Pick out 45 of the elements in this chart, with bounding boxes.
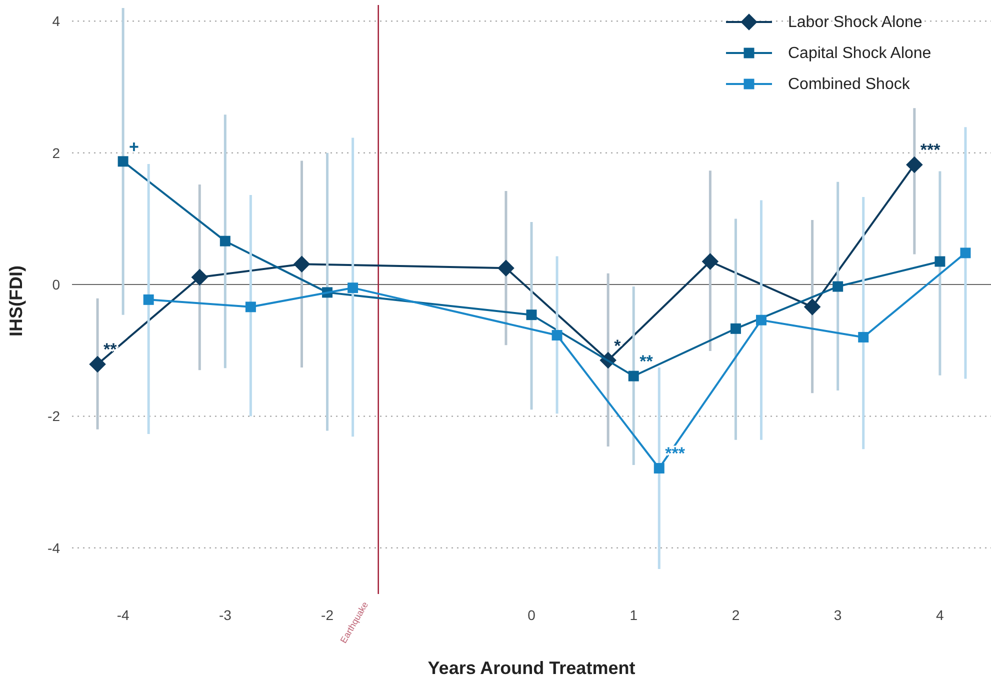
point bbox=[702, 253, 719, 270]
y-axis-title: IHS(FDI) bbox=[6, 266, 26, 336]
legend-label: Capital Shock Alone bbox=[788, 45, 932, 62]
point bbox=[934, 256, 946, 267]
annotation: + bbox=[129, 137, 140, 156]
point bbox=[960, 248, 971, 258]
point bbox=[906, 156, 923, 174]
x-tick-label: -2 bbox=[321, 607, 334, 623]
legend-label: Labor Shock Alone bbox=[788, 14, 922, 31]
annotation: ** bbox=[640, 352, 654, 372]
point bbox=[498, 260, 514, 276]
x-tick-label: 4 bbox=[936, 607, 944, 623]
legend-label: Combined Shock bbox=[788, 76, 911, 93]
point bbox=[832, 281, 844, 292]
annotation: * bbox=[614, 336, 622, 356]
annotation: ** bbox=[104, 340, 118, 360]
y-tick-label: -2 bbox=[48, 408, 60, 424]
point bbox=[756, 314, 766, 326]
y-tick-label: -4 bbox=[48, 540, 60, 556]
y-tick-label: 0 bbox=[52, 276, 60, 293]
point bbox=[654, 462, 664, 474]
point bbox=[730, 323, 741, 334]
point bbox=[526, 310, 537, 320]
point bbox=[804, 298, 821, 316]
point bbox=[293, 256, 310, 273]
x-tick-label: -3 bbox=[218, 607, 232, 623]
point bbox=[245, 302, 256, 312]
point bbox=[858, 332, 869, 342]
x-tick-label: 3 bbox=[834, 607, 842, 623]
x-axis-title: Years Around Treatment bbox=[428, 658, 636, 678]
y-tick-label: 2 bbox=[52, 144, 60, 161]
y-tick-label: 4 bbox=[52, 13, 60, 30]
x-tick-label: 2 bbox=[732, 607, 740, 623]
x-tick-label: -4 bbox=[116, 607, 130, 623]
x-tick-label: 1 bbox=[630, 607, 638, 623]
point bbox=[118, 156, 128, 167]
point bbox=[220, 236, 230, 246]
point bbox=[143, 294, 154, 305]
point bbox=[552, 330, 562, 340]
annotation: *** bbox=[920, 140, 941, 160]
point bbox=[191, 268, 208, 286]
point bbox=[348, 282, 358, 294]
point bbox=[89, 356, 106, 373]
x-tick-label: 0 bbox=[528, 607, 536, 623]
point bbox=[628, 370, 639, 382]
